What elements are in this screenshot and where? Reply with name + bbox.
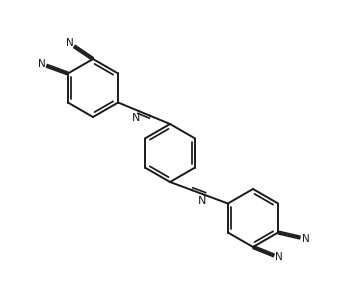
Text: N: N [66,38,74,48]
Text: N: N [275,253,283,263]
Text: N: N [198,196,206,206]
Text: N: N [38,59,46,69]
Text: N: N [132,113,140,123]
Text: N: N [301,234,309,244]
